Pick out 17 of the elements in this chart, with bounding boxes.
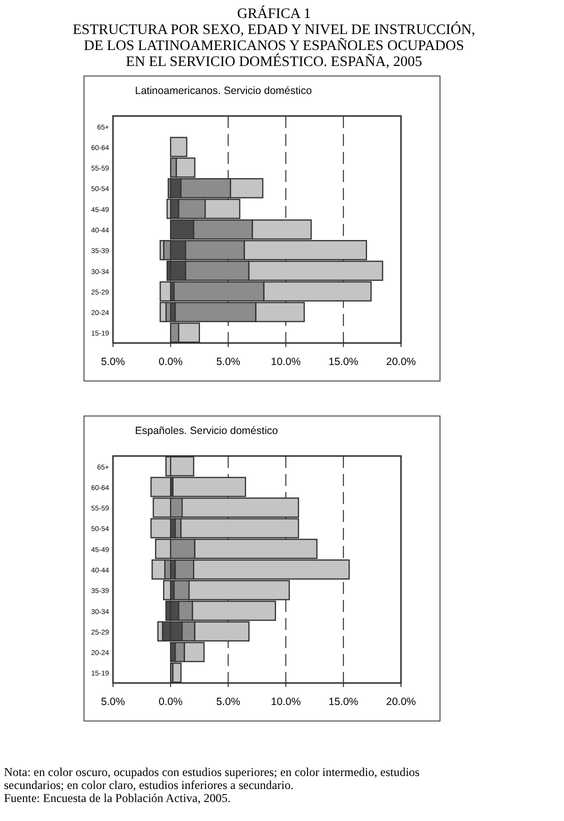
x-tick-label: 20.0%	[386, 696, 416, 708]
x-tick-label: 0.0%	[158, 696, 183, 708]
x-tick-label: 10.0%	[270, 356, 301, 368]
x-tick-label: 10.0%	[270, 696, 301, 708]
x-tick-label: 5.0%	[101, 356, 125, 368]
x-tick-label: 5.0%	[216, 356, 240, 368]
chart-subtitle: Españoles. Servicio doméstico	[135, 425, 278, 437]
chart-title: GRÁFICA 1 ESTRUCTURA POR SEXO, EDAD Y NIVEL DE INSTRUCCIÓN, DE LOS LATINOAMERICANOS Y ESPAÑOLES OCUPADOS EN EL SERVICIO DOMÉSTICO. ESPAÑA, 2005	[72, 5, 476, 70]
source-note: Fuente: Encuesta de la Población Activa, 2005.	[4, 791, 231, 805]
x-tick-label: 0.0%	[158, 356, 183, 368]
x-tick-label: 20.0%	[386, 356, 416, 368]
x-tick-label: 5.0%	[216, 696, 240, 708]
chart-subtitle: Latinoamericanos. Servicio doméstico	[135, 85, 312, 97]
x-tick-label: 15.0%	[328, 696, 358, 708]
x-tick-label: 5.0%	[101, 696, 125, 708]
x-tick-label: 15.0%	[328, 356, 358, 368]
text: Nota: en color oscuro, ocupados con estudios superiores; en color intermedio, estudios secundarios; en color claro, estudios inferiores a secundario.	[4, 765, 420, 792]
